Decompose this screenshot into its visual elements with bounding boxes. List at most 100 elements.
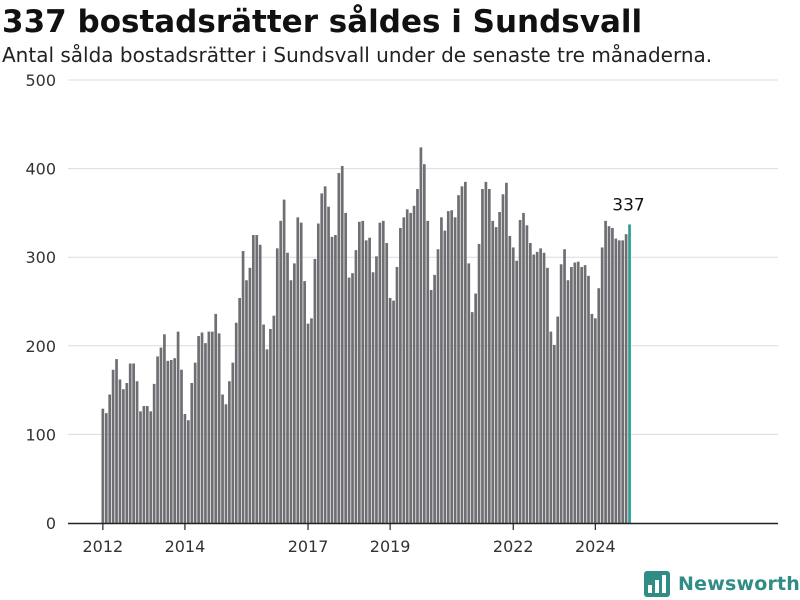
bar bbox=[405, 209, 409, 524]
bar bbox=[467, 263, 471, 523]
newsworthy-logo-icon bbox=[644, 571, 670, 597]
bar bbox=[190, 383, 194, 523]
chart-subtitle: Antal sålda bostadsrätter i Sundsvall un… bbox=[2, 43, 713, 67]
y-tick-label: 200 bbox=[25, 337, 56, 356]
bar bbox=[200, 332, 204, 523]
bar bbox=[429, 289, 433, 523]
bar bbox=[402, 217, 406, 523]
y-tick-label: 500 bbox=[25, 71, 56, 90]
bar bbox=[245, 280, 248, 523]
bar bbox=[388, 297, 392, 523]
bar bbox=[251, 235, 255, 524]
bar bbox=[125, 383, 129, 523]
bar bbox=[375, 256, 378, 523]
bar bbox=[303, 281, 306, 523]
bar bbox=[546, 267, 549, 523]
bar bbox=[607, 226, 611, 523]
bar bbox=[327, 206, 330, 523]
bar bbox=[593, 318, 597, 523]
bar bbox=[600, 247, 604, 523]
bar bbox=[265, 349, 269, 523]
bar bbox=[542, 252, 546, 523]
bar bbox=[395, 266, 399, 523]
bar bbox=[426, 220, 430, 523]
bar bbox=[207, 331, 211, 523]
bar bbox=[477, 243, 481, 523]
bar bbox=[118, 379, 122, 523]
bar bbox=[241, 251, 245, 523]
bar bbox=[535, 251, 539, 523]
bar bbox=[101, 408, 105, 523]
y-tick-label: 400 bbox=[25, 160, 56, 179]
x-tick-label: 2017 bbox=[288, 537, 329, 556]
bar bbox=[306, 323, 310, 523]
bar bbox=[104, 413, 108, 523]
bar bbox=[128, 363, 132, 523]
bar bbox=[214, 313, 218, 523]
bar bbox=[293, 263, 296, 523]
bar bbox=[340, 165, 344, 523]
bar bbox=[450, 210, 454, 524]
bar bbox=[378, 222, 382, 523]
bar bbox=[108, 394, 112, 523]
bar bbox=[368, 237, 371, 523]
bar bbox=[617, 240, 621, 523]
bar bbox=[457, 195, 460, 523]
bar bbox=[286, 252, 289, 523]
bar bbox=[587, 275, 590, 523]
bar bbox=[443, 230, 447, 523]
bar bbox=[238, 297, 241, 523]
y-axis-ticks: 0 100 200 300 400 500 bbox=[25, 71, 56, 533]
bar bbox=[614, 238, 618, 523]
bar bbox=[399, 227, 402, 523]
bar bbox=[231, 362, 235, 523]
bar bbox=[320, 193, 324, 523]
bar bbox=[453, 217, 457, 523]
bar bbox=[193, 362, 197, 523]
bar bbox=[563, 249, 566, 524]
bar bbox=[481, 188, 484, 524]
bar bbox=[460, 186, 464, 523]
bar bbox=[323, 186, 327, 523]
bar bbox=[142, 406, 146, 523]
bar bbox=[224, 404, 228, 523]
bar bbox=[228, 381, 231, 523]
bar bbox=[525, 225, 529, 524]
bar bbox=[576, 261, 580, 523]
bar bbox=[566, 280, 570, 523]
bar bbox=[446, 211, 450, 523]
bar bbox=[296, 217, 300, 523]
bar bbox=[371, 272, 375, 523]
bar bbox=[409, 212, 412, 523]
bar bbox=[358, 221, 361, 523]
chart-title: 337 bostadsrätter såldes i Sundsvall bbox=[2, 4, 643, 40]
bar bbox=[570, 266, 573, 523]
bar bbox=[313, 258, 317, 523]
x-tick-label: 2019 bbox=[370, 537, 411, 556]
x-axis-ticks: 2012 2014 2017 2019 2022 2024 bbox=[82, 524, 616, 556]
bar bbox=[491, 220, 495, 523]
bar bbox=[258, 244, 262, 524]
bar bbox=[573, 262, 577, 523]
bar bbox=[344, 212, 348, 523]
bar bbox=[159, 347, 163, 523]
bar bbox=[539, 248, 542, 523]
bar bbox=[169, 359, 173, 523]
bar bbox=[518, 219, 522, 524]
x-tick-label: 2012 bbox=[82, 537, 123, 556]
bar bbox=[180, 369, 183, 523]
bar bbox=[163, 334, 166, 523]
bar bbox=[234, 322, 238, 523]
bar bbox=[187, 420, 190, 523]
bar bbox=[436, 249, 440, 524]
bar bbox=[474, 293, 477, 523]
bar bbox=[289, 280, 293, 523]
newsworthy-logo: Newsworthy bbox=[644, 569, 800, 599]
bar bbox=[272, 315, 276, 523]
bar bbox=[487, 188, 491, 524]
bar bbox=[347, 277, 351, 523]
bar bbox=[221, 394, 224, 523]
bar bbox=[440, 217, 443, 523]
bar bbox=[604, 220, 607, 523]
bar bbox=[176, 331, 180, 523]
